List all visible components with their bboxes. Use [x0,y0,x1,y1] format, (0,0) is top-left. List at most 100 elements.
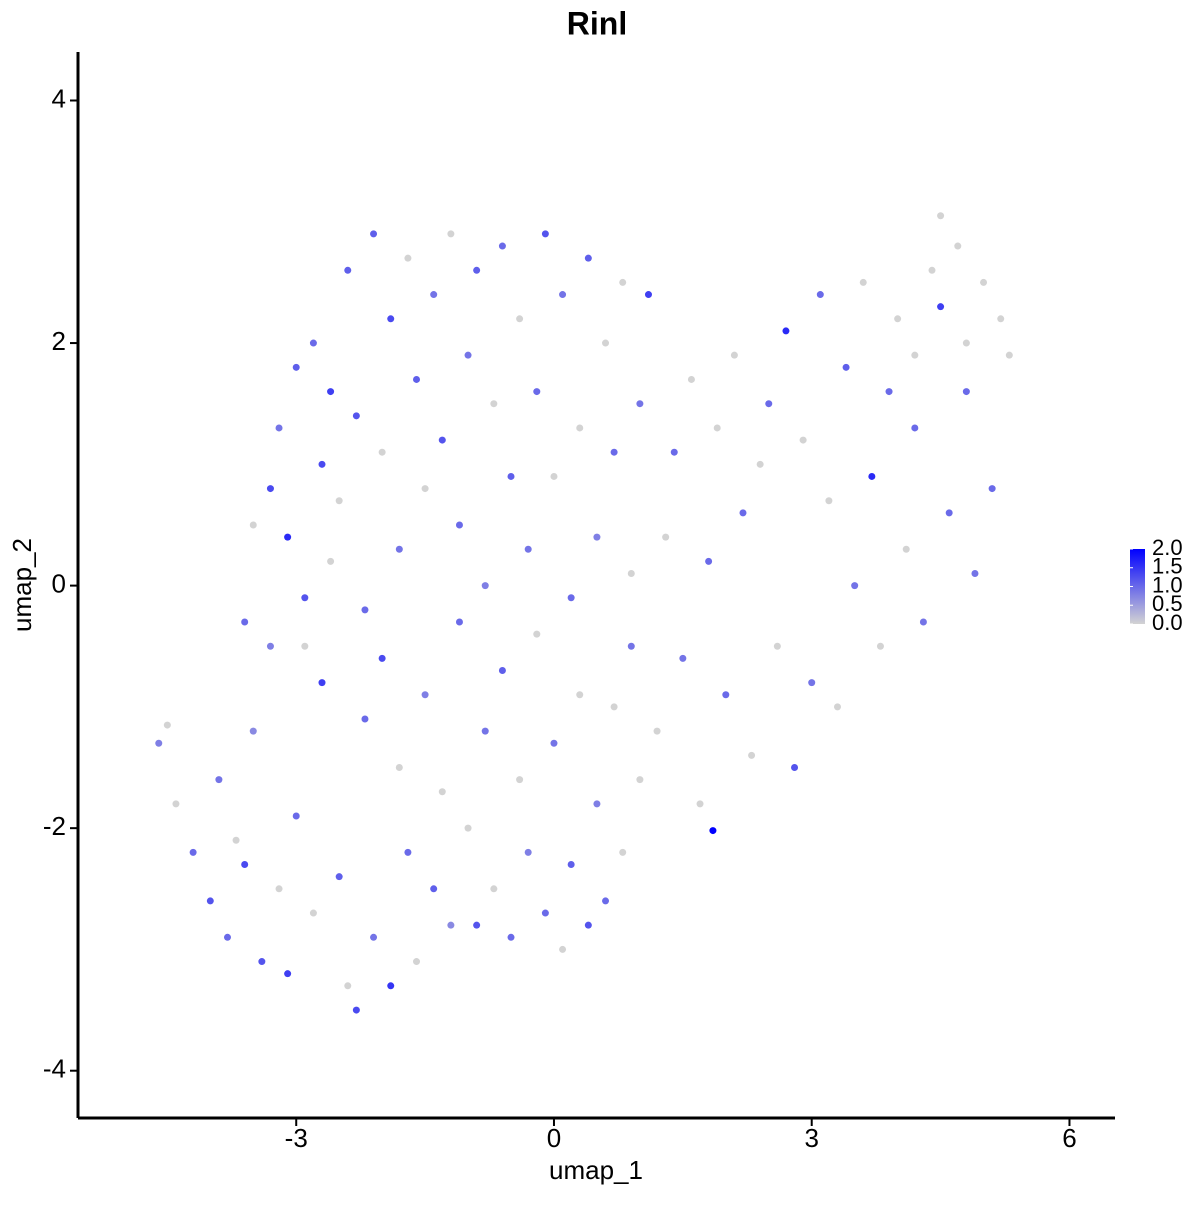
chart-title: Rinl [567,5,627,41]
point [413,958,421,966]
point [868,472,876,480]
point [352,1006,360,1014]
point [206,897,214,905]
point [610,703,618,711]
point [997,315,1005,323]
point [679,654,687,662]
point [481,727,489,735]
point [937,303,945,311]
point [481,582,489,590]
point [928,266,936,274]
colorbar-label: 1.0 [1152,572,1183,597]
point [344,266,352,274]
point [155,739,163,747]
point [593,533,601,541]
point [937,212,945,220]
point [980,278,988,286]
point [241,861,249,869]
point [370,933,378,941]
point [395,764,403,772]
x-tick-label: 3 [804,1123,818,1153]
point [851,582,859,590]
point [361,606,369,614]
point [258,958,266,966]
point [395,545,403,553]
point [172,800,180,808]
x-tick-label: 0 [547,1123,561,1153]
colorbar-label: 2.0 [1152,535,1183,560]
point [309,909,317,917]
point [498,242,506,250]
point [576,424,584,432]
point [885,388,893,396]
point [842,363,850,371]
point [550,739,558,747]
point [782,327,790,335]
point [559,291,567,299]
point [1005,351,1013,359]
point [576,691,584,699]
point [954,242,962,250]
point [670,448,678,456]
colorbar-label: 1.5 [1152,554,1183,579]
point [971,569,979,577]
point [223,933,231,941]
point [687,375,695,383]
point [421,485,429,493]
point [516,315,524,323]
point [473,266,481,274]
point [498,666,506,674]
point [232,836,240,844]
point [404,254,412,262]
point [378,654,386,662]
point [455,521,463,529]
point [327,557,335,565]
point [215,776,223,784]
point [533,388,541,396]
point [447,230,455,238]
point [730,351,738,359]
point [816,291,824,299]
point [627,569,635,577]
point [301,642,309,650]
point [962,388,970,396]
point [318,460,326,468]
point [541,909,549,917]
point [189,848,197,856]
point [490,885,498,893]
point [919,618,927,626]
y-tick-label: -2 [43,811,66,841]
point [438,788,446,796]
point [584,254,592,262]
point [876,642,884,650]
point [636,400,644,408]
x-tick-label: 6 [1062,1123,1076,1153]
point [567,594,575,602]
point [756,460,764,468]
point [799,436,807,444]
point [464,824,472,832]
point [524,848,532,856]
point [455,618,463,626]
point [516,776,524,784]
y-axis-label: umap_2 [7,538,37,632]
point [619,278,627,286]
point [559,945,567,953]
point [275,885,283,893]
point [773,642,781,650]
point [464,351,472,359]
point [318,679,326,687]
point [421,691,429,699]
x-tick-label: -3 [285,1123,308,1153]
point [653,727,661,735]
point [361,715,369,723]
point [404,848,412,856]
point [507,933,515,941]
point [602,339,610,347]
point [387,982,395,990]
point [627,642,635,650]
point [378,448,386,456]
point [430,291,438,299]
y-tick-label: 4 [52,83,66,113]
